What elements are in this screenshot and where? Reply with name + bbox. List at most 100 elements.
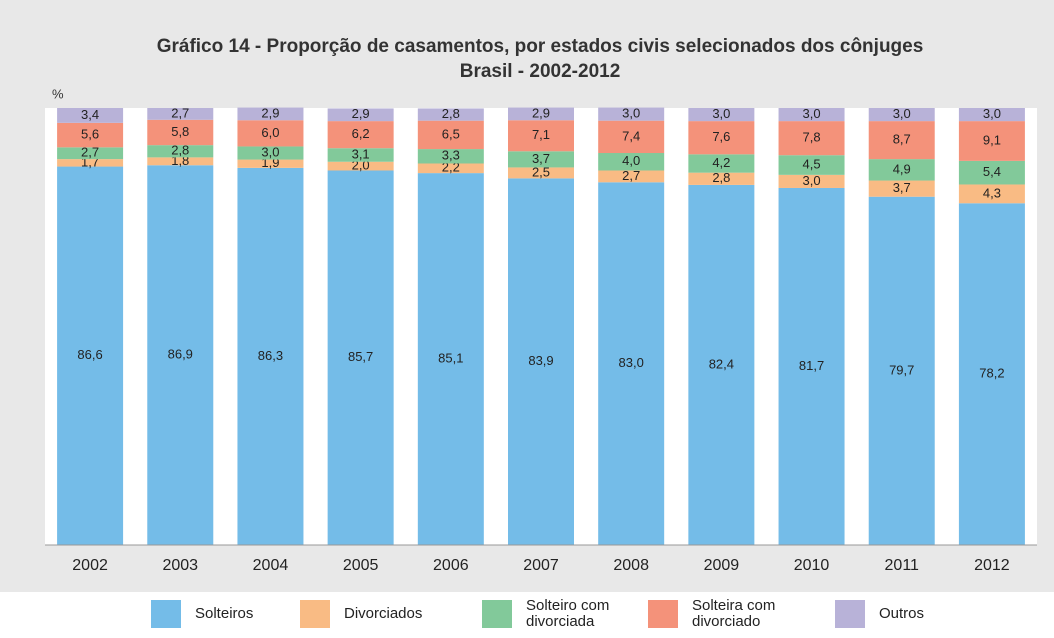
bar-segment	[778, 187, 845, 545]
x-tick-label: 2004	[253, 557, 289, 574]
bar-segment	[688, 108, 755, 122]
bar-segment	[958, 160, 1025, 185]
x-tick-label: 2003	[162, 557, 198, 574]
data-label: 2,5	[532, 164, 550, 179]
legend-swatch	[835, 600, 865, 628]
x-tick-label: 2011	[885, 557, 920, 574]
data-label: 7,1	[532, 127, 550, 142]
bar-segment	[778, 121, 845, 156]
bar-segment	[237, 146, 304, 160]
legend-label: Solteira com divorciado	[692, 597, 776, 630]
data-label: 7,6	[712, 129, 730, 144]
data-label: 78,2	[979, 366, 1004, 381]
legend-swatch	[151, 600, 181, 628]
bar-segment	[598, 153, 665, 171]
x-tick-label: 2012	[974, 557, 1010, 574]
bar-segment	[688, 121, 755, 155]
data-label: 2,7	[171, 105, 189, 120]
legend-item: Solteiro com divorciada	[482, 597, 636, 631]
bar-segment	[147, 165, 214, 545]
bar-segment	[958, 108, 1025, 122]
bar-segment	[417, 108, 484, 121]
data-label: 2,7	[81, 145, 99, 160]
data-label: 2,8	[171, 143, 189, 158]
data-label: 79,7	[889, 362, 914, 377]
bar-segment	[57, 108, 124, 123]
legend-label: Divorciados	[344, 605, 423, 622]
data-label: 4,5	[803, 156, 821, 171]
bar-segment	[508, 178, 574, 545]
x-tick-label: 2010	[794, 557, 830, 574]
bar-segment	[327, 161, 394, 171]
legend-label: Solteiros	[195, 605, 254, 622]
bar-segment	[57, 159, 124, 167]
x-tick-label: 2005	[343, 557, 379, 574]
data-label: 3,0	[893, 106, 911, 121]
data-label: 2,8	[712, 170, 730, 185]
bar-segment	[958, 184, 1025, 204]
bar-segment	[868, 180, 935, 197]
data-label: 85,1	[438, 350, 463, 365]
bar-segment	[868, 196, 935, 545]
bar-segment	[147, 157, 214, 166]
data-label: 3,4	[81, 107, 99, 122]
x-tick-label: 2008	[613, 557, 649, 574]
bar-segment	[688, 172, 755, 185]
data-label: 3,3	[442, 148, 460, 163]
bar-segment	[508, 120, 574, 152]
x-tick-label: 2009	[704, 557, 740, 574]
bar-segment	[508, 167, 574, 179]
bar-segment	[688, 154, 755, 173]
y-axis-label: %	[52, 86, 64, 101]
bar-segment	[958, 203, 1025, 546]
bar-segment	[598, 182, 665, 546]
data-label: 2,7	[622, 168, 640, 183]
bar-segment	[57, 166, 124, 546]
data-label: 3,0	[622, 106, 640, 121]
data-label: 7,4	[622, 128, 640, 143]
data-label: 86,6	[77, 347, 102, 362]
data-label: 6,5	[442, 126, 460, 141]
data-label: 4,2	[712, 155, 730, 170]
bar-segment	[327, 148, 394, 162]
data-label: 2,9	[532, 105, 550, 120]
data-label: 6,0	[261, 125, 279, 140]
bar-segment	[327, 108, 394, 122]
bar-segment	[237, 167, 304, 545]
data-label: 9,1	[983, 132, 1001, 147]
bar-segment	[508, 107, 574, 121]
data-label: 5,4	[983, 164, 1001, 179]
x-tick-label: 2006	[433, 557, 469, 574]
legend-item: Outros	[835, 597, 989, 631]
data-label: 5,8	[171, 124, 189, 139]
data-label: 3,0	[983, 106, 1001, 121]
data-label: 3,0	[712, 106, 730, 121]
bar-segment	[57, 147, 124, 160]
bar-segment	[598, 120, 665, 154]
legend-item: Divorciados	[300, 597, 454, 631]
bar-segment	[778, 155, 845, 175]
chart-title: Gráfico 14 - Proporção de casamentos, po…	[157, 36, 924, 57]
data-label: 2,9	[352, 106, 370, 121]
bar-segment	[57, 122, 124, 148]
chart: Gráfico 14 - Proporção de casamentos, po…	[0, 0, 1054, 592]
bar-segment	[147, 108, 214, 120]
x-tick-label: 2002	[72, 557, 108, 574]
data-label: 3,7	[893, 180, 911, 195]
bar-segment	[598, 170, 665, 183]
bar-segment	[237, 159, 304, 168]
bar-segment	[958, 121, 1025, 161]
data-label: 86,3	[258, 348, 283, 363]
bar-segment	[417, 173, 484, 545]
data-label: 4,3	[983, 185, 1001, 200]
data-label: 4,0	[622, 153, 640, 168]
bar-segment	[688, 184, 755, 546]
legend-label: Outros	[879, 605, 925, 622]
bar-segment	[237, 107, 304, 121]
data-label: 2,9	[261, 105, 279, 120]
data-label: 8,7	[893, 132, 911, 147]
data-label: 83,9	[528, 353, 553, 368]
data-label: 81,7	[799, 358, 824, 373]
bar-segment	[327, 170, 394, 545]
